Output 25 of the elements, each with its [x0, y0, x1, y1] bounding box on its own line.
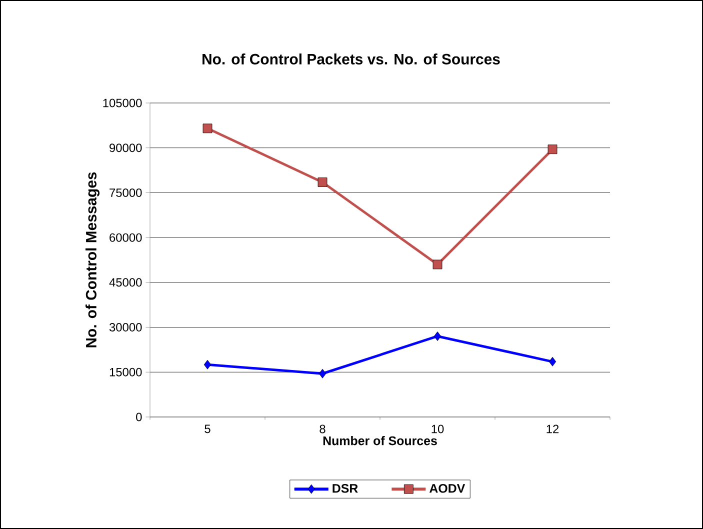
- point: [432, 260, 442, 270]
- point: [434, 332, 442, 341]
- x-tick-label: 10: [432, 424, 444, 434]
- point: [548, 356, 556, 366]
- legend-label: AODV: [429, 484, 466, 493]
- x-tick-label: 12: [546, 424, 559, 434]
- y-tick-label: 60000: [110, 233, 142, 242]
- x-tick-label: 5: [204, 424, 210, 434]
- point: [318, 178, 328, 187]
- y-tick-label: 105000: [103, 98, 142, 108]
- point: [204, 360, 212, 370]
- point: [318, 368, 326, 378]
- y-tick-label: 0: [136, 412, 142, 422]
- x-tick-label: 8: [320, 424, 326, 434]
- y-axis-title: No. of Control Messages: [86, 172, 100, 348]
- point: [202, 124, 212, 134]
- legend-label: DSR: [332, 484, 358, 493]
- y-tick-label: 75000: [110, 188, 142, 197]
- y-tick-label: 45000: [109, 278, 142, 287]
- x-axis-title: Number of Sources: [323, 436, 437, 446]
- y-tick-label: 15000: [110, 368, 142, 376]
- chart-title: No. of Control Packets vs. No. of Sources: [202, 54, 500, 64]
- y-tick-label: 90000: [110, 144, 142, 152]
- point: [548, 144, 558, 154]
- y-tick-label: 30000: [109, 323, 142, 332]
